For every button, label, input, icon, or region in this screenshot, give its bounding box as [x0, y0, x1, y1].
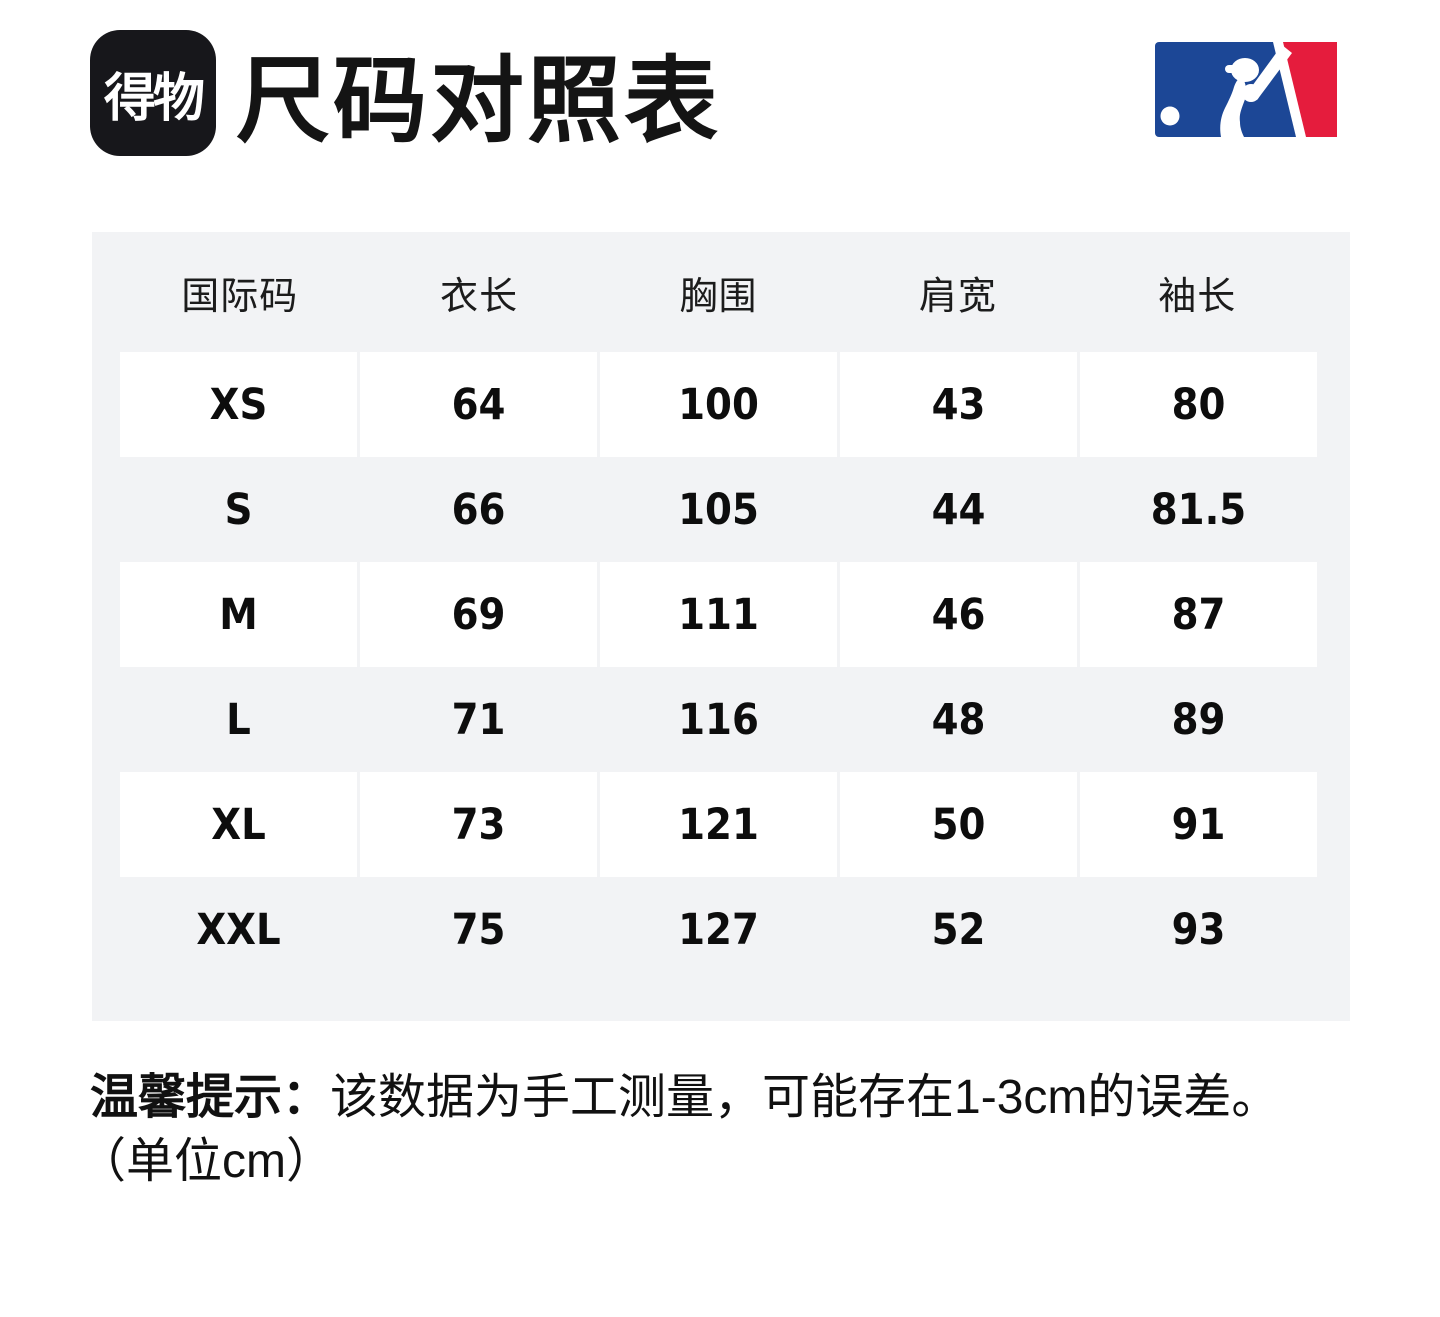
column-header: 衣长 [440, 275, 519, 318]
table-row: M 69 111 46 87 [120, 562, 1317, 667]
value-cell: 89 [1171, 694, 1226, 745]
note-text: 该数据为手工测量，可能存在1-3cm的误差。 [330, 1071, 1280, 1124]
value-cell: 80 [1080, 352, 1317, 457]
dewu-logo: 得物 [90, 30, 216, 156]
table-row: L 71 116 48 89 [120, 667, 1317, 772]
value-cell: 52 [931, 904, 986, 955]
value-cell: 91 [1080, 772, 1317, 877]
value-cell: 75 [451, 904, 506, 955]
value-cell: 66 [451, 484, 506, 535]
value-cell: 71 [451, 694, 506, 745]
column-header: 袖长 [1158, 275, 1237, 318]
table-row: XL 73 121 50 91 [120, 772, 1317, 877]
value-cell: 116 [678, 694, 759, 745]
value-cell: 73 [360, 772, 597, 877]
page-title: 尺码对照表 [236, 48, 722, 153]
value-cell: 121 [600, 772, 837, 877]
column-header: 胸围 [679, 275, 758, 318]
dewu-logo-text: 得物 [103, 69, 205, 128]
size-table-rows: XS 64 100 43 80 S 66 105 44 81.5 M 69 111 46 87 L 71 116 4… [120, 352, 1317, 982]
value-cell: 87 [1080, 562, 1317, 667]
mlb-logo-icon [1155, 42, 1337, 137]
size-cell: XXL [196, 904, 281, 955]
value-cell: 105 [678, 484, 759, 535]
value-cell: 111 [600, 562, 837, 667]
value-cell: 44 [931, 484, 986, 535]
note-line-2: （单位cm） [78, 1135, 334, 1188]
value-cell: 46 [840, 562, 1077, 667]
value-cell: 43 [840, 352, 1077, 457]
value-cell: 64 [360, 352, 597, 457]
note-prefix: 温馨提示： [90, 1071, 331, 1124]
size-table: 国际码 衣长 胸围 肩宽 袖长 XS 64 100 43 80 S 66 105 44 81.5 M 69 11… [92, 232, 1350, 1021]
table-header-row: 国际码 衣长 胸围 肩宽 袖长 [120, 232, 1317, 352]
value-cell: 93 [1171, 904, 1226, 955]
size-cell: L [226, 694, 251, 745]
value-cell: 48 [931, 694, 986, 745]
value-cell: 81.5 [1150, 484, 1247, 535]
size-cell: M [120, 562, 357, 667]
size-cell: XS [120, 352, 357, 457]
note-line-1: 温馨提示：该数据为手工测量，可能存在1-3cm的误差。 [90, 1066, 1370, 1130]
size-cell: S [224, 484, 253, 535]
column-header: 国际码 [181, 275, 299, 318]
note: 温馨提示：该数据为手工测量，可能存在1-3cm的误差。 （单位cm） [78, 1066, 1370, 1194]
value-cell: 100 [600, 352, 837, 457]
mlb-logo [1155, 42, 1337, 137]
value-cell: 127 [678, 904, 759, 955]
table-row: XS 64 100 43 80 [120, 352, 1317, 457]
table-row: S 66 105 44 81.5 [120, 457, 1317, 562]
value-cell: 50 [840, 772, 1077, 877]
table-row: XXL 75 127 52 93 [120, 877, 1317, 982]
column-header: 肩宽 [918, 275, 997, 318]
value-cell: 69 [360, 562, 597, 667]
size-cell: XL [120, 772, 357, 877]
